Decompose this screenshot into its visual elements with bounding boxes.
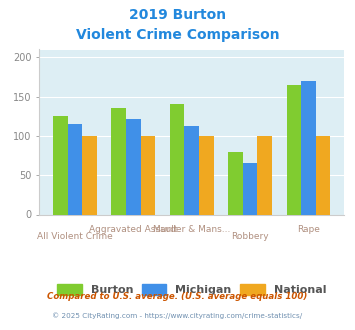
Bar [199,136,214,214]
Text: © 2025 CityRating.com - https://www.cityrating.com/crime-statistics/: © 2025 CityRating.com - https://www.city… [53,312,302,318]
Text: Murder & Mans...: Murder & Mans... [153,225,230,234]
Bar [67,124,82,214]
Text: Compared to U.S. average. (U.S. average equals 100): Compared to U.S. average. (U.S. average … [47,292,308,301]
Bar [184,126,199,214]
Bar [301,81,316,214]
Bar [286,85,301,214]
Text: Aggravated Assault: Aggravated Assault [89,225,178,234]
Text: All Violent Crime: All Violent Crime [37,232,113,241]
Text: Violent Crime Comparison: Violent Crime Comparison [76,28,279,42]
Bar [316,136,331,214]
Bar [170,104,184,214]
Bar [126,119,141,214]
Bar [141,136,155,214]
Bar [53,116,67,214]
Text: 2019 Burton: 2019 Burton [129,8,226,22]
Text: Rape: Rape [297,225,320,234]
Text: Robbery: Robbery [231,232,269,241]
Bar [111,109,126,214]
Legend: Burton, Michigan, National: Burton, Michigan, National [53,280,331,300]
Bar [82,136,97,214]
Bar [257,136,272,214]
Bar [228,152,243,214]
Bar [243,163,257,214]
